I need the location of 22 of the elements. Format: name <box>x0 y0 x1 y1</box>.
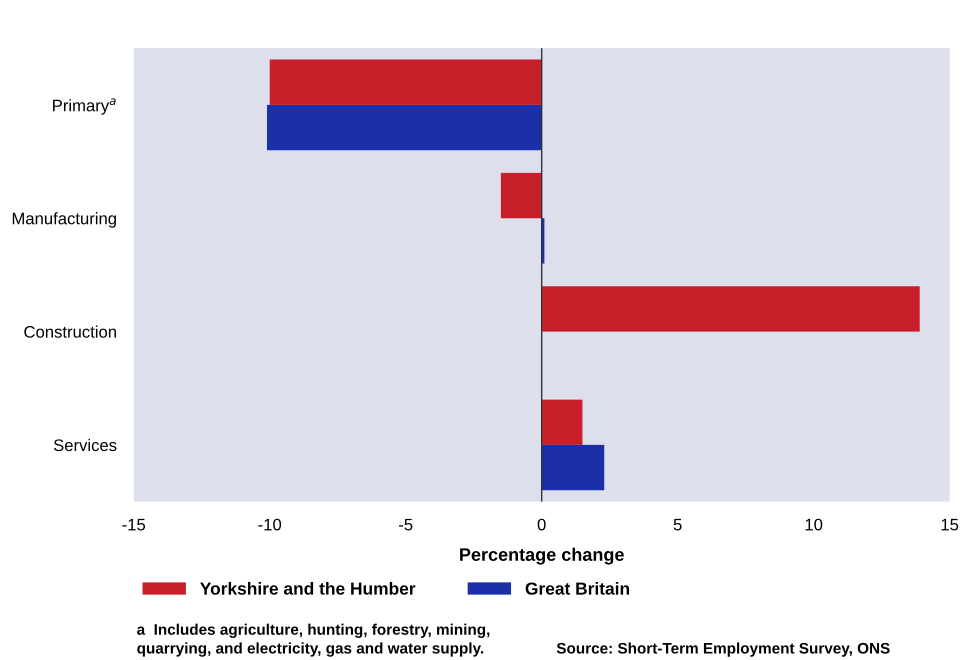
bar <box>542 444 604 490</box>
x-tick-label: 5 <box>674 518 682 531</box>
y-tick-label: Primary$^{a}$ <box>53 98 116 115</box>
x-tick-label: 15 <box>942 518 958 531</box>
source-note: Source: Short-Term Employment Survey, ONS <box>556 642 890 657</box>
bar <box>500 172 542 218</box>
x-axis-title: Percentage change <box>460 548 624 565</box>
x-tick-label: -5 <box>399 518 412 531</box>
x-tick-label: -10 <box>258 518 282 531</box>
y-tick-label: Services <box>54 438 116 452</box>
legend-label: Great Britain <box>526 582 630 595</box>
bar <box>270 60 542 105</box>
x-tick-label: 0 <box>538 518 546 531</box>
y-tick-label: Construction <box>24 326 116 338</box>
x-tick-label: 10 <box>806 518 822 531</box>
bar <box>542 286 920 332</box>
bar <box>266 104 542 150</box>
y-tick-label: Manufacturing <box>12 212 116 228</box>
text: a Includes agriculture, hunting, forestry, mining, quarrying, and electricity, gas and water supply. <box>137 624 490 657</box>
x-tick-label: -15 <box>122 518 146 531</box>
legend-label: Yorkshire and the Humber <box>200 582 416 595</box>
bar <box>542 400 582 445</box>
